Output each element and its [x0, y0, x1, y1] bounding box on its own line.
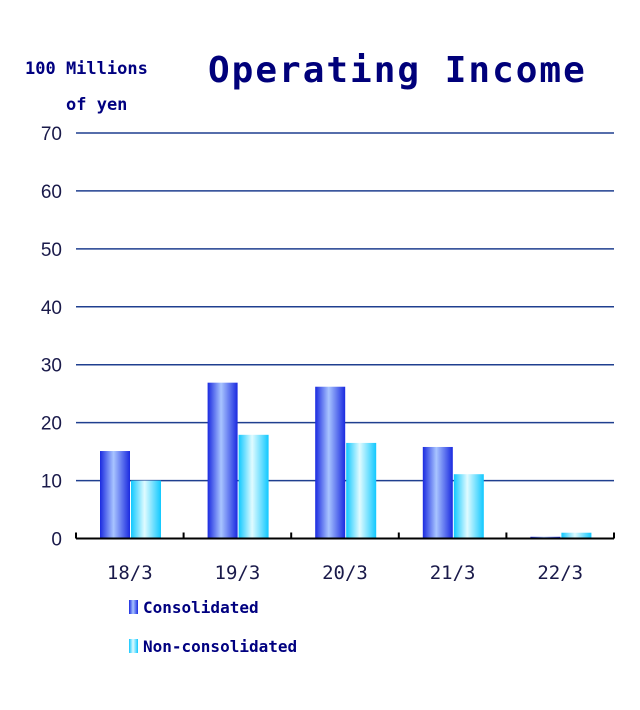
bar-consolidated-20-3 [315, 386, 346, 539]
bar-non-consolidated-18-3 [131, 480, 161, 539]
x-tick-label: 22/3 [537, 562, 583, 584]
y-tick-label: 10 [41, 472, 62, 493]
y-tick-label: 20 [41, 414, 62, 435]
legend-swatch-non-consolidated [129, 639, 138, 653]
bar-non-consolidated-20-3 [346, 442, 377, 539]
y-tick-label: 60 [41, 182, 62, 203]
legend-label-non-consolidated: Non-consolidated [143, 637, 297, 656]
bar-non-consolidated-22-3 [561, 532, 592, 539]
y-unit-label-line1: 100 Millions [25, 59, 148, 79]
chart-title: Operating Income [208, 50, 587, 91]
bar-non-consolidated-21-3 [453, 474, 484, 539]
y-tick-label: 0 [51, 530, 62, 551]
legend-label-consolidated: Consolidated [143, 598, 259, 617]
bar-non-consolidated-19-3 [238, 434, 269, 539]
y-unit-label-line2: of yen [66, 95, 127, 115]
bar-consolidated-21-3 [422, 446, 453, 539]
x-tick-label: 21/3 [430, 562, 476, 584]
bar-consolidated-18-3 [100, 451, 130, 539]
bar-consolidated-19-3 [207, 382, 238, 539]
y-tick-label: 40 [41, 298, 62, 319]
x-tick-label: 19/3 [215, 562, 261, 584]
y-tick-label: 50 [41, 240, 62, 261]
y-tick-label: 30 [41, 356, 62, 377]
legend-swatch-consolidated [129, 600, 138, 614]
x-tick-label: 20/3 [322, 562, 368, 584]
y-tick-label: 70 [41, 124, 62, 145]
x-tick-label: 18/3 [107, 562, 153, 584]
